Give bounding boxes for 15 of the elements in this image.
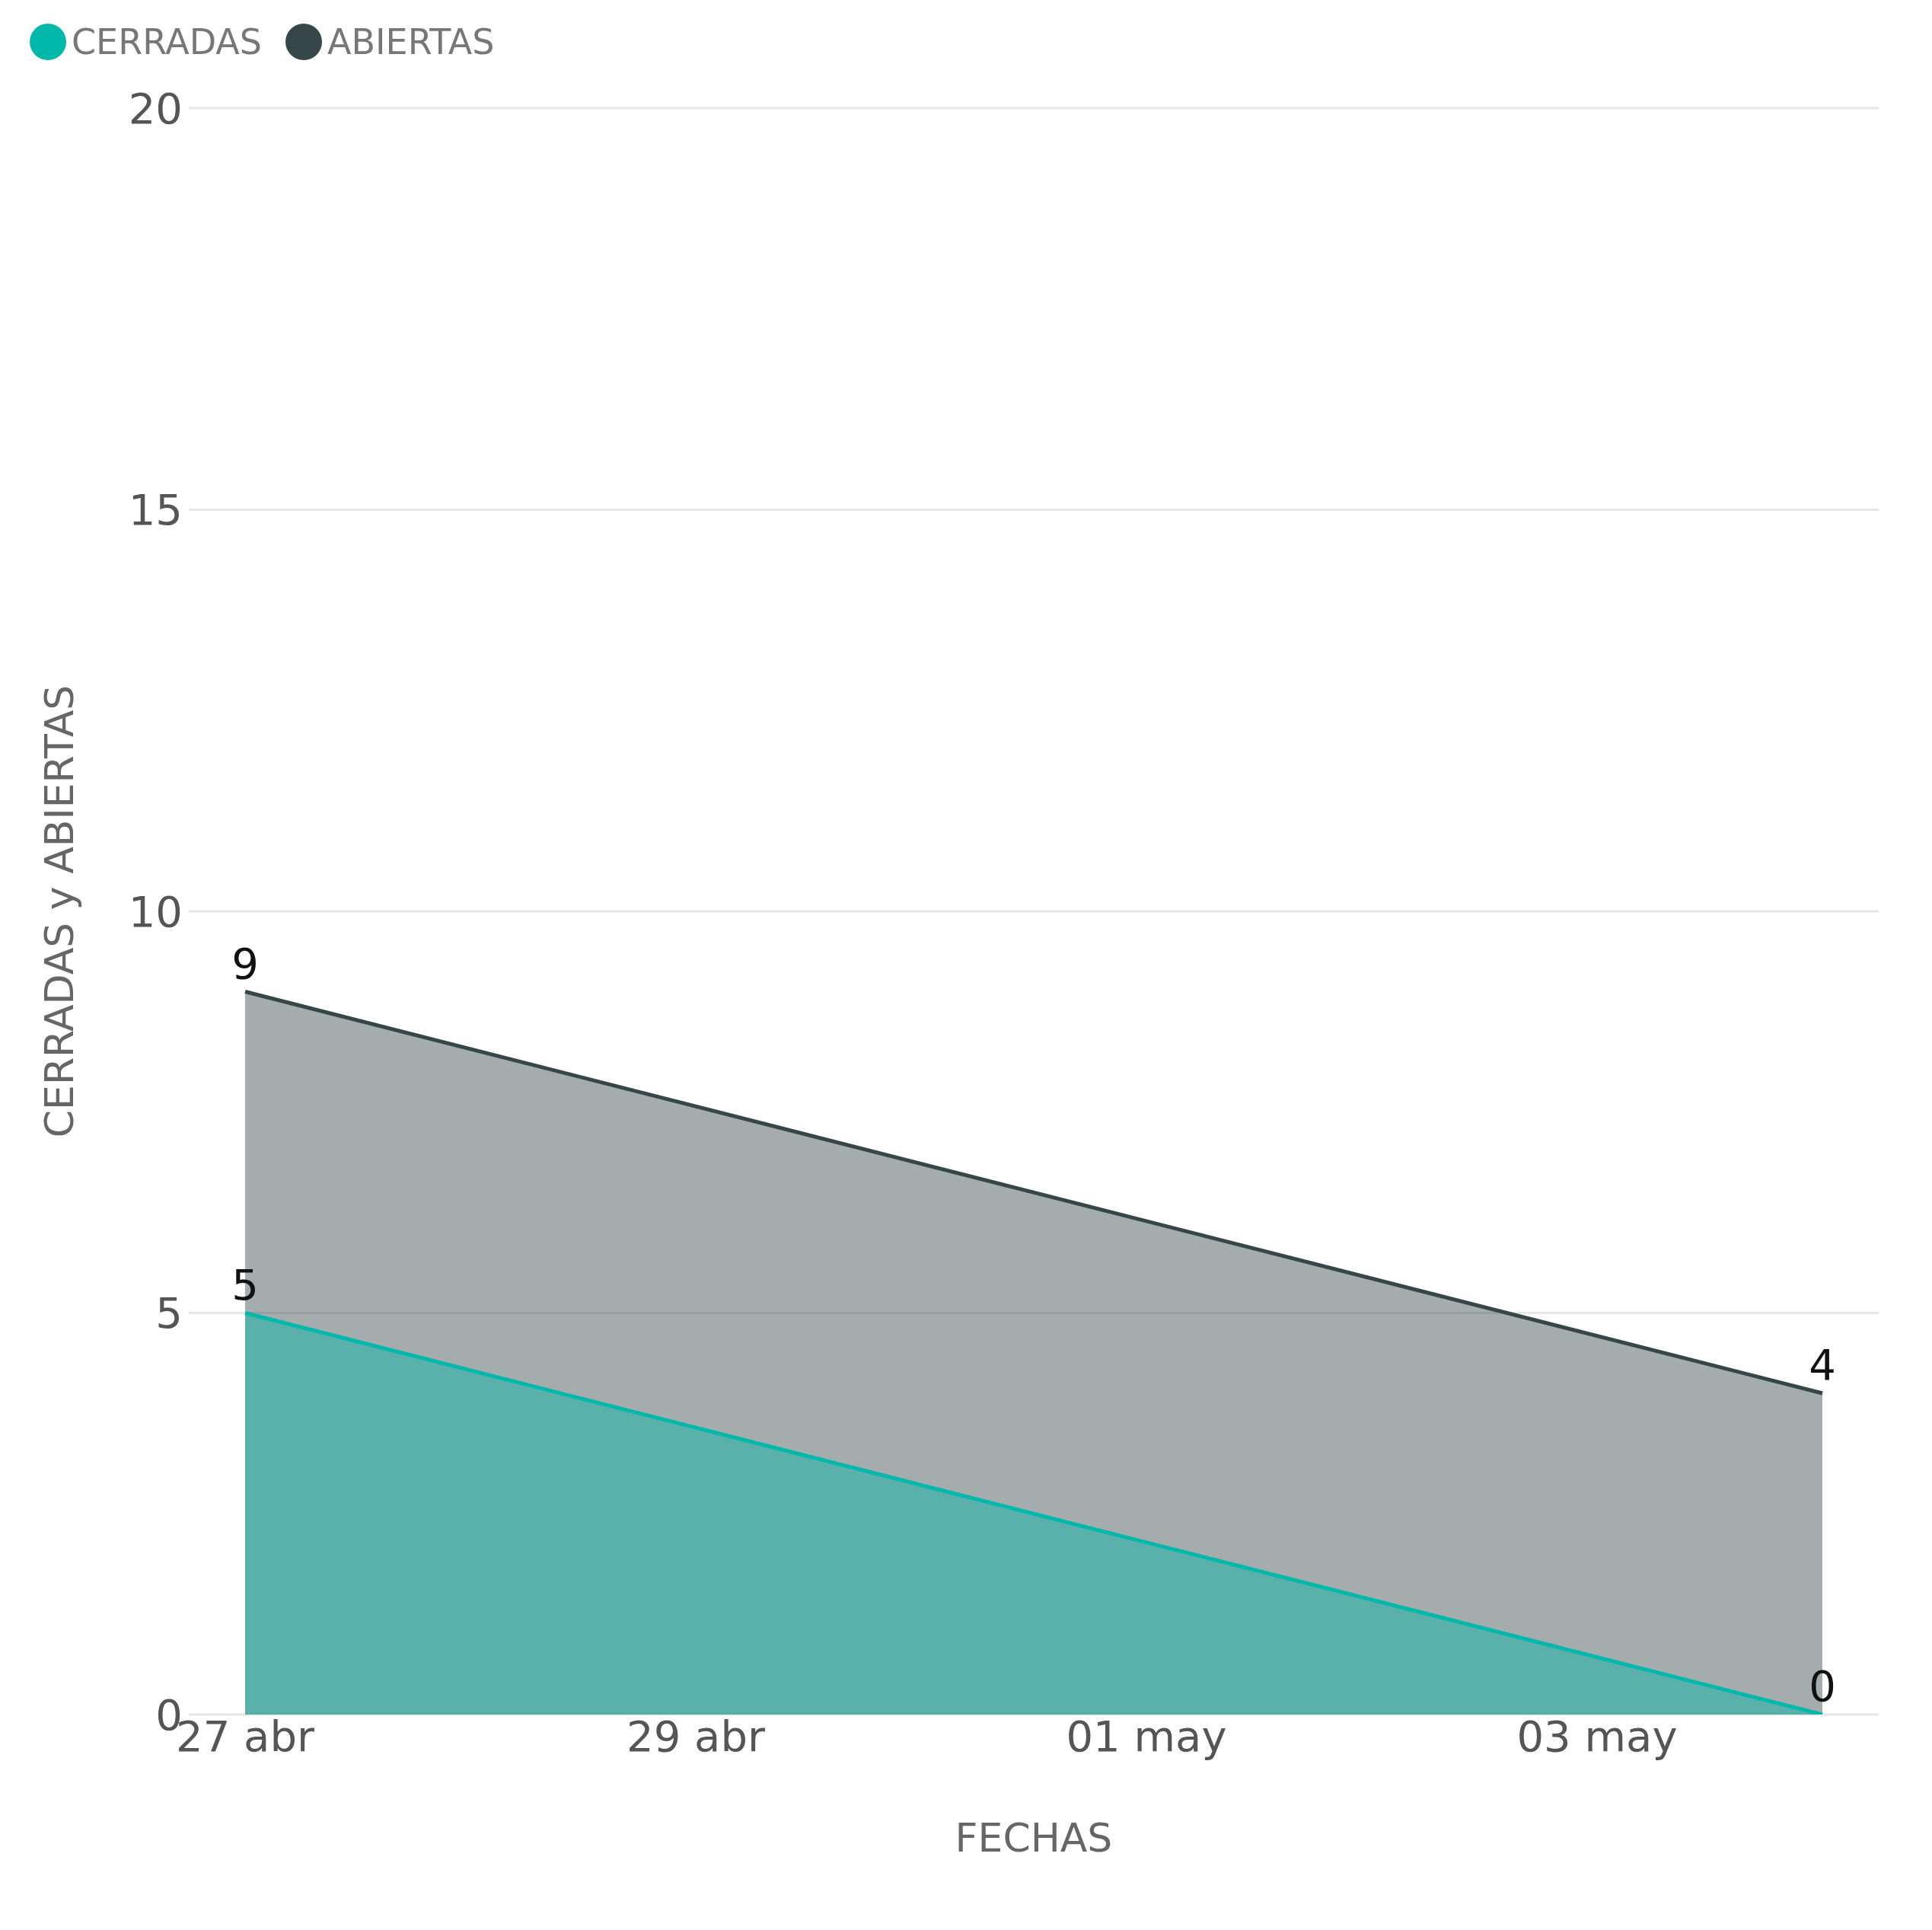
data-label: 9	[231, 938, 259, 988]
legend-label: ABIERTAS	[327, 21, 495, 62]
data-label: 5	[231, 1259, 259, 1310]
y-tick-label: 20	[128, 83, 183, 133]
y-tick-label: 10	[128, 886, 183, 936]
legend-label: CERRADAS	[72, 21, 262, 62]
x-tick-label: 01 may	[1066, 1711, 1227, 1761]
data-label: 4	[1809, 1340, 1836, 1389]
x-tick-label: 29 abr	[626, 1711, 766, 1761]
x-tick-label: 03 may	[1516, 1711, 1678, 1761]
x-axis-title: FECHAS	[955, 1815, 1113, 1861]
y-tick-label: 15	[128, 485, 183, 535]
data-label: 0	[1809, 1661, 1836, 1711]
y-tick-label: 5	[155, 1288, 183, 1338]
y-axis-title: CERRADAS y ABIERTAS	[37, 684, 83, 1138]
